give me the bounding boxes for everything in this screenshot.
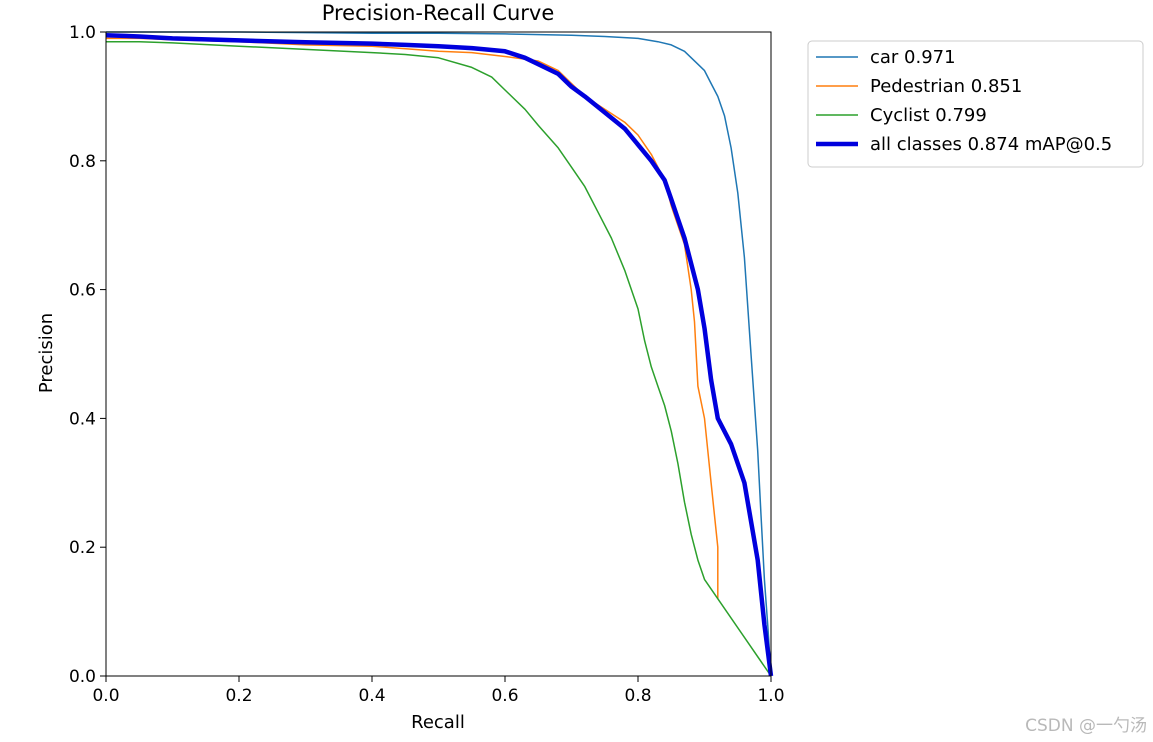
- legend-label-0: car 0.971: [870, 47, 956, 68]
- plot-area: [105, 31, 774, 677]
- x-tick-label-2: 0.4: [358, 686, 385, 706]
- x-axis-label: Recall: [411, 712, 465, 733]
- legend-box: [807, 40, 1144, 168]
- x-tick-label-5: 1.0: [757, 686, 784, 706]
- legend-label-3: all classes 0.874 mAP@0.5: [870, 134, 1112, 155]
- y-tick-label-4: 0.8: [69, 152, 96, 172]
- x-tick-label-1: 0.2: [225, 686, 252, 706]
- x-tick-label-4: 0.8: [624, 686, 651, 706]
- series-line-1: [106, 37, 719, 599]
- y-tick-label-0: 0.0: [69, 667, 96, 687]
- series-line-0: [106, 31, 772, 677]
- chart-title: Precision-Recall Curve: [322, 1, 555, 25]
- axes: 0.0 0.2 0.4 0.6 0.8 1.0 0.0 0.2 0.4 0.6 0.8 1.0: [69, 23, 785, 706]
- x-tick-label-3: 0.6: [491, 686, 518, 706]
- watermark: CSDN @一勺汤: [1025, 716, 1147, 736]
- y-tick-label-3: 0.6: [69, 281, 96, 301]
- series-line-2: [106, 40, 772, 677]
- legend: car 0.971 Pedestrian 0.851 Cyclist 0.799 al…: [807, 40, 1144, 168]
- y-tick-label-1: 0.2: [69, 538, 96, 558]
- y-tick-label-5: 1.0: [69, 23, 96, 43]
- legend-label-1: Pedestrian 0.851: [870, 76, 1022, 97]
- legend-label-2: Cyclist 0.799: [870, 105, 987, 126]
- y-tick-label-2: 0.4: [69, 409, 96, 429]
- y-axis-label: Precision: [36, 313, 57, 393]
- x-tick-label-0: 0.0: [92, 686, 119, 706]
- series-line-3: [105, 32, 774, 677]
- axes-frame: [105, 31, 772, 677]
